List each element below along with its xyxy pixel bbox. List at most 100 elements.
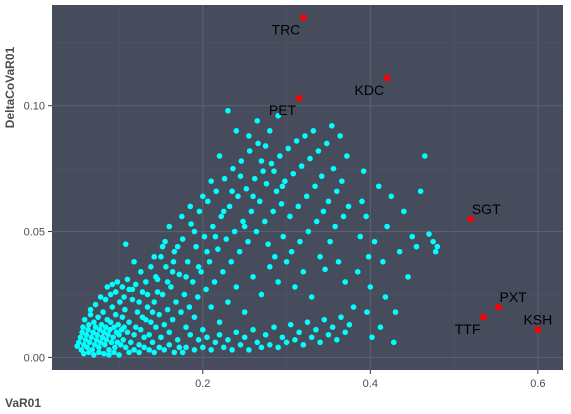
data-point [434,243,441,250]
data-point [369,334,375,341]
data-point [126,319,132,325]
data-point [101,329,107,336]
data-point [262,143,269,149]
data-point [146,347,152,353]
data-point [86,321,92,328]
data-point [201,233,208,240]
highlight-point [467,215,475,223]
highlight-point [383,74,391,82]
data-point [103,336,110,343]
data-point [144,304,151,310]
data-point [183,274,189,280]
highlight-point [495,303,502,311]
data-point [166,329,173,336]
data-point [371,238,378,245]
data-point [365,253,372,260]
data-point [149,309,156,315]
data-point [81,316,88,323]
data-point [322,266,328,273]
data-point [426,231,432,237]
data-point [196,208,203,215]
data-point [323,140,330,147]
data-point [91,352,97,358]
data-point [260,168,266,174]
x-axis-ticks: 0.2 0.4 0.6 [195,370,546,390]
data-point [134,309,141,315]
data-point [237,342,244,348]
data-point [84,344,90,351]
data-point [430,238,436,245]
data-point [108,339,115,346]
data-point [396,248,403,255]
data-point [241,334,248,341]
data-point [99,334,106,341]
data-point [176,344,183,351]
data-point [315,148,322,154]
data-point [250,193,256,200]
data-point [350,304,357,310]
data-point [220,344,227,351]
data-point [223,236,230,242]
data-point [188,221,194,227]
data-point [127,339,134,346]
data-point [310,128,317,134]
data-point [304,319,311,325]
data-point [81,350,87,357]
data-point [77,334,84,341]
data-point [417,188,424,195]
data-point [184,258,191,265]
data-point [251,175,258,182]
data-point [158,253,164,260]
data-point [216,319,223,325]
data-point [344,153,350,159]
data-point [161,321,168,328]
data-point [163,263,169,270]
data-point [330,165,337,172]
data-point [110,334,116,341]
data-point [225,336,231,343]
data-point [181,291,188,298]
data-point [193,243,199,250]
data-point [263,180,270,187]
data-point [212,339,219,346]
data-point [225,107,231,114]
data-point [191,347,198,353]
data-point [254,117,261,124]
data-point [302,133,308,139]
data-point [271,168,277,174]
data-point [221,175,228,182]
data-point [295,203,302,210]
data-point [107,291,114,298]
highlight-label: SGT [472,201,501,217]
data-point [119,314,126,320]
data-point [230,165,236,172]
data-point [114,279,121,285]
data-point [283,258,290,265]
data-point [328,123,335,129]
data-point [121,324,127,331]
data-point [245,238,251,245]
x-axis-title: VaR01 [5,396,41,410]
data-point [186,304,193,310]
data-point [388,193,395,200]
data-point [421,153,428,159]
data-point [261,218,268,225]
data-point [179,236,186,242]
data-point [210,223,216,230]
data-point [131,347,137,353]
data-point [384,223,390,230]
data-point [151,253,157,260]
data-point [83,331,90,338]
data-point [280,233,287,240]
data-point [237,173,244,179]
data-point [124,276,131,283]
data-point [79,329,85,336]
data-point [126,349,132,356]
data-point [143,279,149,285]
data-point [187,203,194,210]
x-tick-label: 0.6 [530,378,545,390]
data-point [303,193,310,200]
data-point [121,294,127,300]
data-point [255,140,261,147]
data-point [107,319,114,325]
